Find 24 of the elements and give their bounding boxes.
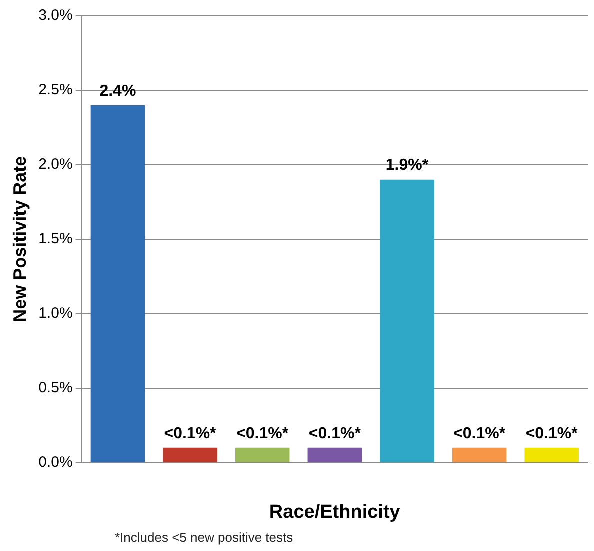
bar <box>235 448 290 462</box>
data-label: <0.1%* <box>526 425 579 442</box>
data-label: 1.9%* <box>386 157 430 174</box>
y-tick-label: 0.5% <box>38 379 73 396</box>
data-label: <0.1%* <box>236 425 290 442</box>
bar <box>380 180 434 462</box>
y-tick-label: 1.0% <box>38 305 73 322</box>
data-label: <0.1%* <box>308 425 362 442</box>
text: *Includes <5 new positive tests <box>115 530 294 545</box>
y-axis-title: New Positivity Rate <box>10 156 30 322</box>
data-label: 2.4% <box>100 82 136 100</box>
bar <box>90 105 146 462</box>
bar <box>163 448 218 462</box>
bar <box>452 448 507 462</box>
data-label: <0.1%* <box>454 425 506 442</box>
y-tick-label: 1.5% <box>38 230 73 248</box>
y-tick-label: 0.0% <box>38 454 73 471</box>
y-tick-label: 2.5% <box>38 82 73 99</box>
y-tick-label: 2.0% <box>38 156 73 174</box>
y-tick-label: 3.0% <box>38 7 73 24</box>
x-axis-title: Race/Ethnicity <box>269 502 401 523</box>
data-label: <0.1%* <box>164 425 218 442</box>
bar <box>308 448 362 462</box>
bar <box>524 448 579 462</box>
